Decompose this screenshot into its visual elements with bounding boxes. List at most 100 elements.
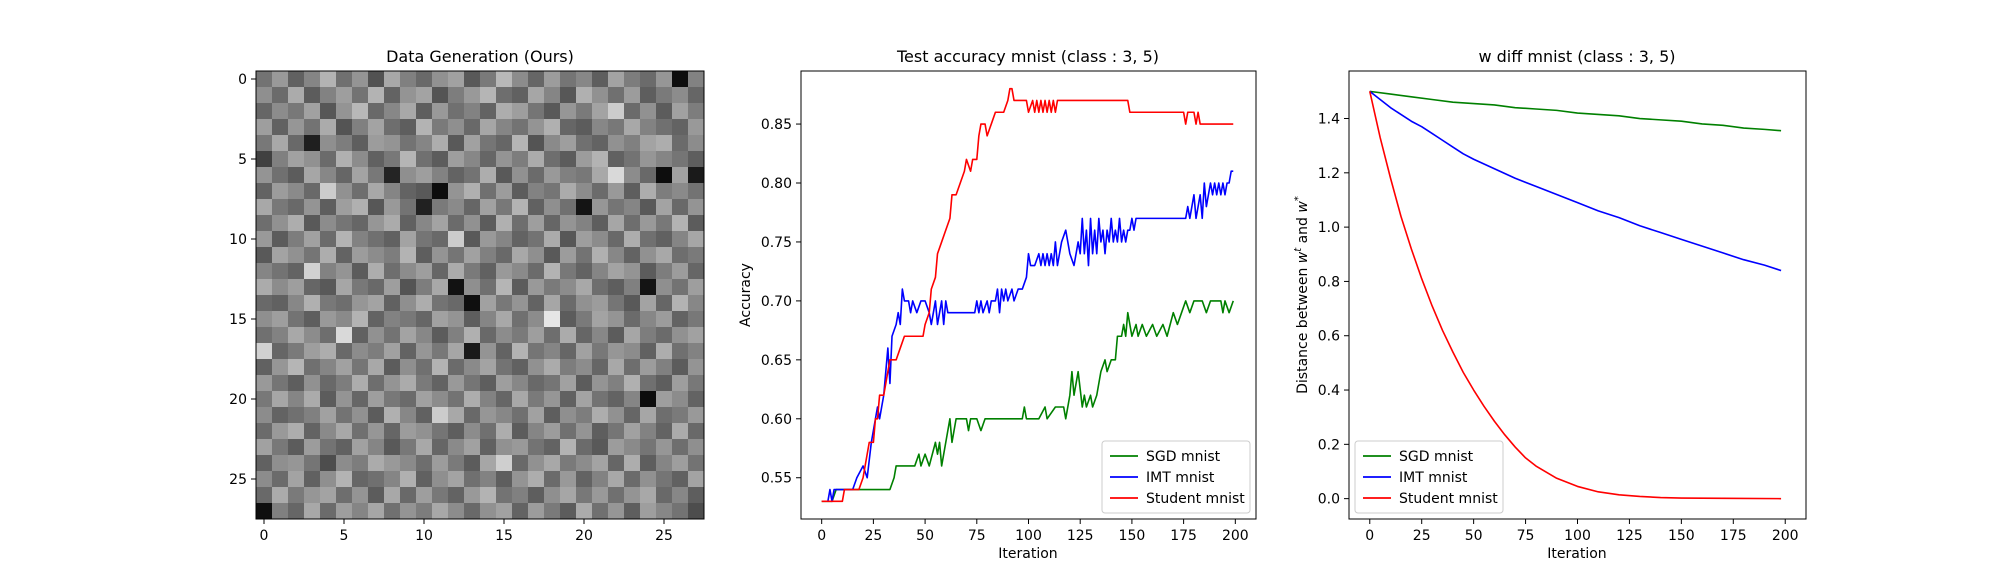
heatmap-cell — [416, 407, 433, 424]
heatmap-cell — [592, 151, 609, 168]
heatmap-cell — [272, 439, 289, 456]
heatmap-cell — [576, 119, 593, 136]
heatmap-cell — [656, 119, 673, 136]
heatmap-cell — [416, 487, 433, 504]
heatmap-cell — [608, 183, 625, 200]
heatmap-cell — [320, 311, 337, 328]
x-tick-label: 150 — [1668, 528, 1695, 544]
heatmap-cell — [512, 103, 529, 120]
heatmap-cell — [656, 231, 673, 248]
heatmap-cell — [544, 487, 561, 504]
wdiff-title: w diff mnist (class : 3, 5) — [1478, 47, 1675, 66]
heatmap-cell — [672, 87, 689, 104]
heatmap-cell — [608, 135, 625, 152]
heatmap-cell — [672, 199, 689, 216]
heatmap-cell — [336, 119, 353, 136]
y-tick-label: 0.55 — [761, 471, 792, 487]
series-line-sgd-mnist — [821, 300, 1235, 503]
x-tick-label: 100 — [1015, 528, 1042, 544]
heatmap-cell — [448, 135, 465, 152]
heatmap-cell — [576, 279, 593, 296]
heatmap-cell — [608, 103, 625, 120]
heatmap-cell — [560, 311, 577, 328]
heatmap-cell — [480, 135, 497, 152]
heatmap-cell — [432, 295, 449, 312]
heatmap-cell — [416, 215, 433, 232]
heatmap-cell — [688, 135, 705, 152]
heatmap-cell — [272, 135, 289, 152]
x-tick-label: 0 — [260, 528, 269, 544]
heatmap-cell — [496, 295, 513, 312]
heatmap-cell — [448, 279, 465, 296]
heatmap-cell — [672, 215, 689, 232]
heatmap-cell — [544, 87, 561, 104]
heatmap-cell — [608, 311, 625, 328]
y-label-part: w — [1295, 201, 1311, 213]
heatmap-cell — [400, 439, 417, 456]
heatmap-cell — [560, 407, 577, 424]
heatmap-cell — [672, 471, 689, 488]
heatmap-cell — [624, 487, 641, 504]
heatmap-cell — [608, 215, 625, 232]
heatmap-cell — [304, 119, 321, 136]
heatmap-cell — [512, 167, 529, 184]
heatmap-cell — [368, 103, 385, 120]
heatmap-cell — [304, 391, 321, 408]
heatmap-cell — [544, 199, 561, 216]
heatmap-cell — [464, 87, 481, 104]
heatmap-cell — [288, 327, 305, 344]
heatmap-cell — [624, 423, 641, 440]
heatmap-cell — [400, 279, 417, 296]
heatmap-cell — [656, 103, 673, 120]
wdiff-x-ticks: 0 25 50 75 100 125 150 175 200 — [1365, 519, 1799, 544]
heatmap-cell — [272, 231, 289, 248]
x-tick-label: 150 — [1119, 528, 1146, 544]
heatmap-cell — [384, 423, 401, 440]
legend-label: SGD mnist — [1399, 449, 1474, 465]
heatmap-cell — [416, 183, 433, 200]
heatmap-cell — [352, 391, 369, 408]
heatmap-cell — [336, 439, 353, 456]
heatmap-cell — [416, 103, 433, 120]
heatmap-cell — [288, 423, 305, 440]
heatmap-cell — [336, 359, 353, 376]
y-label-part: and — [1295, 213, 1311, 248]
heatmap-cell — [352, 87, 369, 104]
heatmap-cell — [688, 503, 705, 520]
heatmap-cell — [576, 391, 593, 408]
heatmap-cell — [656, 263, 673, 280]
heatmap-cell — [528, 487, 545, 504]
heatmap-cell — [320, 359, 337, 376]
wdiff-series — [1368, 90, 1782, 500]
heatmap-cell — [528, 375, 545, 392]
heatmap-cell — [400, 343, 417, 360]
heatmap-cell — [512, 327, 529, 344]
heatmap-cell — [384, 263, 401, 280]
heatmap-cell — [320, 327, 337, 344]
heatmap-cell — [352, 135, 369, 152]
heatmap-cell — [384, 407, 401, 424]
heatmap-cell — [448, 263, 465, 280]
heatmap-cell — [384, 183, 401, 200]
heatmap-cell — [272, 487, 289, 504]
heatmap-cell — [464, 471, 481, 488]
heatmap-cell — [592, 87, 609, 104]
heatmap-cell — [496, 215, 513, 232]
heatmap-cell — [608, 199, 625, 216]
heatmap-cell — [560, 151, 577, 168]
heatmap-cell — [608, 471, 625, 488]
series-line-imt-mnist — [1369, 90, 1782, 272]
heatmap-cell — [592, 391, 609, 408]
heatmap-cell — [432, 391, 449, 408]
heatmap-cell — [256, 391, 273, 408]
heatmap-cell — [256, 167, 273, 184]
heatmap-cell — [560, 375, 577, 392]
heatmap-cell — [496, 391, 513, 408]
heatmap-cell — [288, 503, 305, 520]
heatmap-cell — [320, 231, 337, 248]
heatmap-cell — [288, 151, 305, 168]
heatmap-cell — [496, 71, 513, 88]
heatmap-cell — [544, 295, 561, 312]
heatmap-cell — [576, 455, 593, 472]
heatmap-cell — [464, 151, 481, 168]
